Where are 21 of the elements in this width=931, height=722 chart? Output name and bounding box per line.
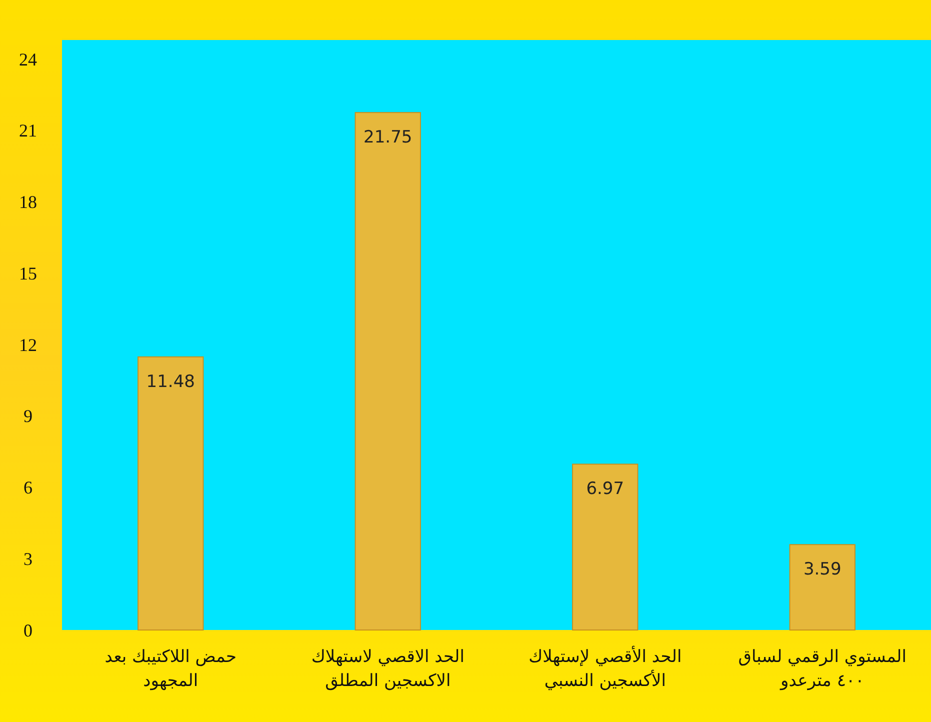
data-label: 6.97 (586, 479, 624, 500)
data-label: 11.48 (146, 372, 195, 392)
y-tick-label: 18 (19, 192, 37, 212)
y-tick-label: 21 (19, 120, 37, 141)
bar (138, 356, 204, 630)
y-tick-label: 6 (24, 478, 32, 498)
bar (789, 544, 856, 630)
y-tick-label: 9 (24, 406, 32, 426)
y-tick-label: 3 (24, 548, 32, 569)
y-tick-label: 15 (19, 263, 37, 284)
y-tick-label: 12 (19, 334, 37, 355)
bar (354, 112, 421, 630)
x-tick-label: الحد الاقصي لاستهلاك الاكسجين المطلق (311, 647, 464, 691)
x-tick-label: المستوي الرقمي لسباق ٤٠٠ مترعدو (738, 647, 906, 691)
y-tick-label: 0 (24, 620, 32, 640)
x-tick-label: الحد الأقصي لإستهلاك الأكسجين النسبي (528, 645, 682, 691)
bar (572, 464, 638, 630)
data-label: 3.59 (803, 560, 842, 580)
data-label: 21.75 (364, 128, 412, 148)
y-tick-label: 24 (19, 49, 37, 70)
x-tick-label: حمض اللاكتيبك بعد المجهود (104, 647, 236, 691)
